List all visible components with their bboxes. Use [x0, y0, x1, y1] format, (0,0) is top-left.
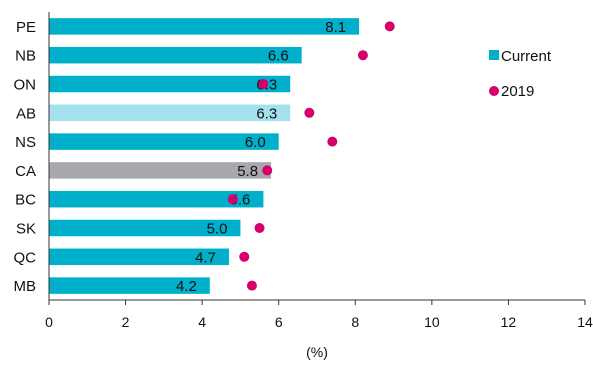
dot-2019-on	[258, 79, 269, 89]
category-label-ns: NS	[15, 134, 36, 151]
category-label-nb: NB	[15, 48, 36, 65]
x-tick-label: 4	[198, 314, 206, 330]
bars-layer: 8.16.66.36.36.05.85.65.04.74.2	[49, 18, 360, 295]
category-labels: PE NB ON AB NS CA BC SK QC MB	[14, 19, 37, 295]
value-label-ns: 6.0	[245, 134, 266, 151]
bar-pe	[49, 18, 360, 35]
x-tick-label: 2	[122, 314, 130, 330]
dot-2019-mb	[246, 280, 257, 291]
x-tick-label: 6	[275, 314, 283, 330]
category-label-bc: BC	[15, 192, 36, 209]
bar-ca	[49, 162, 272, 179]
value-label-pe: 8.1	[325, 19, 346, 36]
dot-2019-sk	[254, 223, 265, 233]
bar-qc	[49, 248, 229, 266]
dot-2019-qc	[239, 251, 250, 262]
x-tick-label: 14	[577, 314, 593, 330]
bar-ab	[49, 104, 291, 122]
dot-2019-bc	[227, 194, 238, 205]
bar-sk	[49, 219, 241, 237]
value-label-qc: 4.7	[195, 249, 216, 266]
bar-bc	[49, 190, 264, 208]
legend-label-2019: 2019	[501, 83, 534, 100]
bar-mb	[49, 277, 210, 294]
dot-2019-ca	[262, 165, 273, 176]
category-label-mb: MB	[14, 278, 37, 295]
x-tick-label: 8	[351, 314, 359, 330]
dot-2019-ns	[327, 136, 338, 147]
bar-nb	[49, 46, 302, 64]
value-label-mb: 4.2	[176, 278, 197, 295]
value-label-sk: 5.0	[207, 221, 228, 238]
x-axis-title: (%)	[306, 344, 328, 360]
x-tick-label: 12	[501, 314, 517, 330]
value-label-ca: 5.8	[237, 163, 258, 180]
x-axis-ticks: 0 2 4 6 8 10 12 14	[45, 300, 593, 330]
category-label-ab: AB	[16, 105, 36, 122]
legend: Current 2019	[489, 48, 552, 100]
category-label-pe: PE	[16, 19, 36, 36]
bar-on	[49, 75, 291, 93]
category-label-on: ON	[14, 77, 37, 94]
value-label-ab: 6.3	[256, 105, 277, 122]
legend-label-current: Current	[501, 48, 552, 65]
legend-swatch-current	[489, 50, 499, 60]
dot-2019-nb	[357, 50, 368, 61]
dots-layer	[227, 21, 395, 291]
dot-2019-ab	[304, 107, 315, 118]
dot-2019-pe	[384, 21, 395, 32]
category-label-ca: CA	[15, 163, 36, 180]
value-label-nb: 6.6	[268, 48, 289, 65]
bar-ns	[49, 133, 279, 150]
x-tick-label: 10	[424, 314, 440, 330]
x-tick-label: 0	[45, 314, 53, 330]
legend-swatch-2019	[489, 86, 499, 96]
category-label-sk: SK	[16, 221, 36, 238]
category-label-qc: QC	[14, 249, 37, 266]
